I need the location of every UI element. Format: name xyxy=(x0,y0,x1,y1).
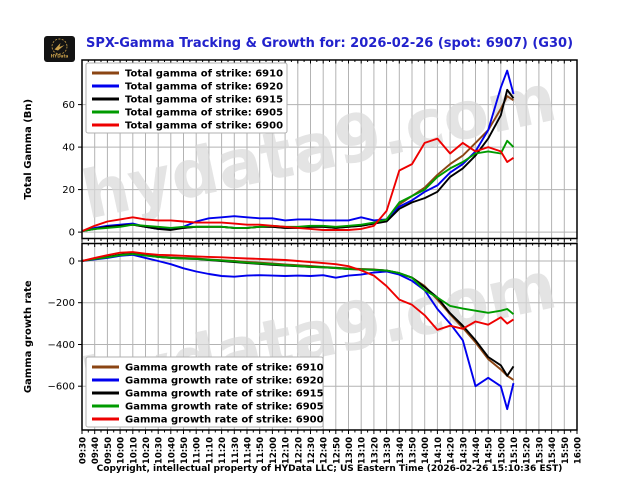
x-tick-label: 13:10 xyxy=(358,437,368,464)
legend: Total gamma of strike: 6910 Total gamma o… xyxy=(85,62,288,134)
x-tick-label: 16:00 xyxy=(574,437,584,464)
x-tick-label: 12:50 xyxy=(332,437,342,464)
logo-circle xyxy=(51,38,68,55)
legend-label-6905: Total gamma of strike: 6905 xyxy=(125,108,283,119)
logo-bird-icon xyxy=(54,43,65,51)
x-tick-label: 14:50 xyxy=(485,437,495,464)
x-tick-label: 14:40 xyxy=(472,437,482,464)
x-tick-label: 12:00 xyxy=(269,437,279,464)
x-tick-label: 15:30 xyxy=(535,437,545,464)
y-tick-label: 60 xyxy=(62,100,75,111)
x-tick-label: 12:20 xyxy=(294,437,304,464)
x-tick-label: 10:10 xyxy=(129,437,139,464)
y-tick-label: 0 xyxy=(69,228,75,239)
y-tick-label: 0 xyxy=(69,257,75,268)
hydata-logo: HYData xyxy=(44,36,75,62)
x-tick-label: 14:20 xyxy=(447,437,457,464)
x-tick-label: 15:40 xyxy=(548,437,558,464)
legend-box xyxy=(85,356,324,428)
y-axis-label: Gamma growth rate xyxy=(23,280,34,393)
legend-label-6900: Gamma growth rate of strike: 6900 xyxy=(125,415,324,426)
series-line-6915 xyxy=(82,88,515,233)
x-tick-label: 13:30 xyxy=(383,437,393,464)
series-line-6905 xyxy=(82,253,515,315)
x-tick-label: 10:30 xyxy=(155,437,165,464)
x-tick-label: 12:10 xyxy=(282,437,292,464)
x-tick-label: 14:30 xyxy=(459,437,469,464)
x-tick-label: 15:00 xyxy=(497,437,507,464)
legend-label-6915: Total gamma of strike: 6915 xyxy=(125,95,283,106)
x-tick-label: 09:30 xyxy=(79,437,89,464)
x-tick-label: 13:20 xyxy=(370,437,380,464)
x-tick-label: 10:00 xyxy=(117,437,127,464)
series-line-6900 xyxy=(82,137,515,232)
x-tick-label: 12:40 xyxy=(320,437,330,464)
series-line-6905 xyxy=(82,139,515,233)
x-tick-label: 10:20 xyxy=(142,437,152,464)
x-tick-label: 11:00 xyxy=(193,437,203,464)
series-line-6900 xyxy=(82,251,515,331)
x-tick-label: 11:40 xyxy=(244,437,254,464)
legend-label-6920: Gamma growth rate of strike: 6920 xyxy=(125,376,324,387)
x-tick-label: 10:50 xyxy=(180,437,190,464)
legend-label-6910: Total gamma of strike: 6910 xyxy=(125,69,283,80)
chart-title: SPX-Gamma Tracking & Growth for: 2026-02… xyxy=(85,36,574,51)
x-tick-label: 15:50 xyxy=(561,437,571,464)
y-tick-label: 20 xyxy=(62,185,75,196)
y-tick-label: 40 xyxy=(62,143,75,154)
copyright-footer: Copyright, intellectual property of HYDa… xyxy=(96,464,563,474)
x-tick-label: 09:50 xyxy=(104,437,114,464)
x-tick-label: 11:20 xyxy=(218,437,228,464)
x-tick-label: 13:00 xyxy=(345,437,355,464)
legend-label-6900: Total gamma of strike: 6900 xyxy=(125,121,283,132)
y-axis-label: Total Gamma (Bn) xyxy=(23,99,34,200)
legend-label-6905: Gamma growth rate of strike: 6905 xyxy=(125,402,324,413)
x-tick-label: 11:50 xyxy=(256,437,266,464)
legend-label-6920: Total gamma of strike: 6920 xyxy=(125,82,283,93)
x-tick-label: 14:10 xyxy=(434,437,444,464)
x-tick-label: 15:20 xyxy=(523,437,533,464)
x-tick-label: 12:30 xyxy=(307,437,317,464)
logo-text: HYData xyxy=(51,54,69,59)
legend-box xyxy=(85,62,288,134)
legend-label-6915: Gamma growth rate of strike: 6915 xyxy=(125,389,324,400)
legend: Gamma growth rate of strike: 6910 Gamma g… xyxy=(85,356,324,428)
y-tick-label: −200 xyxy=(48,298,75,309)
x-tick-label: 09:40 xyxy=(91,437,101,464)
y-tick-label: −600 xyxy=(48,382,75,393)
x-tick-label: 13:40 xyxy=(396,437,406,464)
legend-label-6910: Gamma growth rate of strike: 6910 xyxy=(125,363,324,374)
x-tick-label: 11:30 xyxy=(231,437,241,464)
x-tick-label: 15:10 xyxy=(510,437,520,464)
x-tick-label: 11:10 xyxy=(205,437,215,464)
y-tick-label: −400 xyxy=(48,340,75,351)
x-tick-label: 10:40 xyxy=(167,437,177,464)
x-tick-label: 14:00 xyxy=(421,437,431,464)
x-tick-label: 13:50 xyxy=(409,437,419,464)
